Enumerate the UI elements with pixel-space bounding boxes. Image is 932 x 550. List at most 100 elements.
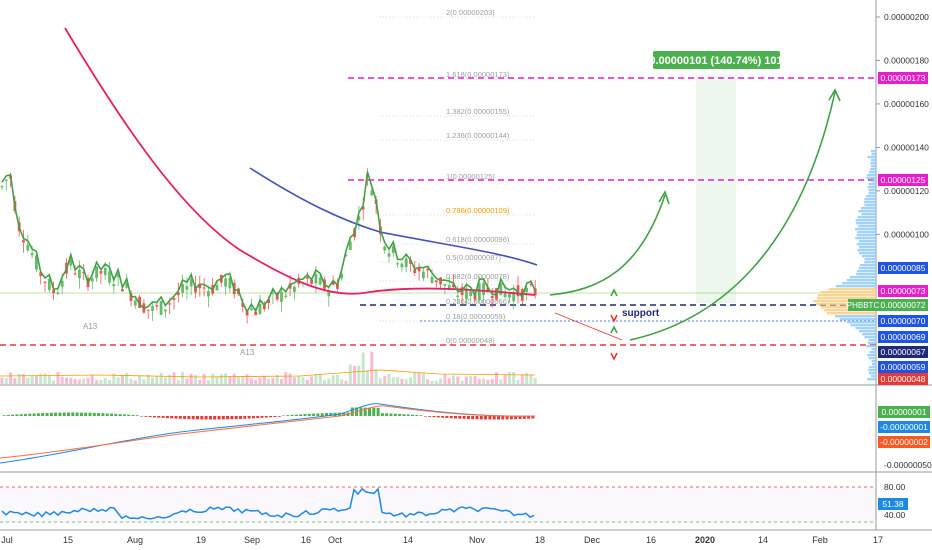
macd-hist-bar <box>221 416 225 420</box>
macd-badge[interactable]: 0.00000001 <box>878 406 930 418</box>
profile-bar <box>870 162 876 165</box>
volume-bar <box>34 375 38 384</box>
candle <box>82 263 86 280</box>
profile-bar <box>870 150 876 153</box>
symbol-tag[interactable]: PHBBTC <box>847 299 880 311</box>
volume-bar <box>516 379 520 384</box>
macd-hist-bar <box>260 416 264 418</box>
macd-hist-bar <box>165 416 169 419</box>
volume-bar <box>348 364 352 384</box>
candle <box>108 261 111 286</box>
macd-hist-bar <box>342 412 346 416</box>
time-tick-label: 19 <box>196 535 206 545</box>
projection-box[interactable] <box>696 75 736 303</box>
volume-bar <box>310 376 314 384</box>
candle <box>452 274 455 290</box>
time-tick-label: 16 <box>646 535 656 545</box>
volume-bar <box>495 372 498 384</box>
price-badge[interactable]: 0.00000059 <box>878 361 928 373</box>
price-badge[interactable]: 0.00000067 <box>878 346 928 358</box>
volume-bar <box>503 374 507 384</box>
profile-bar <box>866 345 876 348</box>
macd-hist-bar <box>200 416 204 420</box>
macd-hist-bar <box>325 413 328 416</box>
price-badge[interactable]: 0.00000173 <box>878 72 928 84</box>
profile-bar <box>869 366 876 369</box>
candle <box>52 281 55 301</box>
macd-pane[interactable]: 0.00000001 -0.00000001 -0.00000002 -0.00000… <box>0 403 932 470</box>
volume-bar <box>387 373 391 384</box>
profile-bar <box>826 312 876 315</box>
macd-hist-bar <box>208 416 212 420</box>
profile-bar <box>868 183 876 186</box>
volume-bar <box>22 374 25 384</box>
volume-bar <box>86 377 90 384</box>
volume-bar <box>189 373 193 384</box>
drop-line[interactable] <box>554 312 623 341</box>
macd-hist-bar <box>88 412 92 416</box>
candle <box>146 309 150 319</box>
volume-bar <box>323 380 326 384</box>
candles <box>0 168 537 324</box>
fib-level-label: 1.618(0.00000173) <box>446 70 510 79</box>
candle <box>486 278 490 293</box>
candle <box>391 244 395 257</box>
macd-hist-bar <box>454 416 457 419</box>
volume-bar <box>280 379 283 384</box>
macd-hist-bar <box>226 416 230 420</box>
drawings[interactable] <box>549 88 841 361</box>
fib-level-label: 0(0.00000048) <box>446 336 495 345</box>
profile-bar <box>871 348 876 351</box>
fib-level-label: 1.382(0.00000155) <box>446 107 510 116</box>
macd-badge[interactable]: -0.00000002 <box>878 436 930 448</box>
price-badge[interactable]: 0.00000085 <box>878 262 928 274</box>
profile-bar <box>858 246 876 249</box>
macd-hist-bar <box>67 412 70 416</box>
profile-bar <box>858 330 876 333</box>
candle <box>164 309 167 318</box>
volume-bar <box>378 378 382 384</box>
volume-bar <box>335 374 339 384</box>
candle <box>172 296 176 310</box>
volume-bar <box>413 372 417 384</box>
profile-bar <box>846 279 876 282</box>
time-axis[interactable]: Jul 15 Aug 19 Sep 16 Oct 14 Nov 18 Dec 16 2020 14 Feb 1… <box>1 535 883 545</box>
macd-hist-bar <box>376 407 380 416</box>
macd-hist-bar <box>84 412 88 416</box>
price-axis[interactable]: 0.00000200 0.00000180 0.00000160 0.00000140… <box>876 12 929 385</box>
volume-bar <box>383 376 387 384</box>
price-badge-label: 0.00000073 <box>881 286 926 296</box>
macd-hist-bar <box>389 413 393 416</box>
profile-bar <box>868 357 876 360</box>
rsi-value-badge[interactable]: 51.38 <box>878 498 908 510</box>
macd-hist-bar <box>432 416 436 418</box>
projection-curve[interactable] <box>629 91 836 341</box>
arrow-down-icon <box>610 314 618 323</box>
arrow-down-icon <box>610 352 618 361</box>
price-badge[interactable]: 0.00000069 <box>878 331 928 343</box>
price-badge[interactable]: 0.00000072 <box>878 299 928 311</box>
candle <box>181 274 184 298</box>
projection-curve[interactable] <box>549 194 666 296</box>
projection-label: 0.00000101 (140.74%) 101 <box>649 51 783 69</box>
price-badge[interactable]: 0.00000073 <box>878 285 928 297</box>
volume-bar <box>155 375 159 384</box>
price-badge[interactable]: 0.00000125 <box>878 174 928 186</box>
horizontal-lines <box>0 77 876 346</box>
profile-bar <box>863 201 876 204</box>
macd-hist-bar <box>213 416 217 420</box>
volume-bar <box>366 370 369 384</box>
price-badge[interactable]: 0.00000048 <box>878 373 928 385</box>
macd-hist-bar <box>24 413 27 416</box>
arrow-up-icon <box>610 288 618 297</box>
macd-hist-bar <box>127 414 131 416</box>
macd-badge[interactable]: -0.00000001 <box>878 421 930 433</box>
macd-hist-bar <box>411 414 414 416</box>
macd-hist-bar <box>518 416 522 420</box>
profile-bar <box>858 240 876 243</box>
profile-bar <box>870 165 876 168</box>
price-badge[interactable]: 0.00000070 <box>878 315 928 327</box>
macd-hist-bar <box>466 416 470 419</box>
